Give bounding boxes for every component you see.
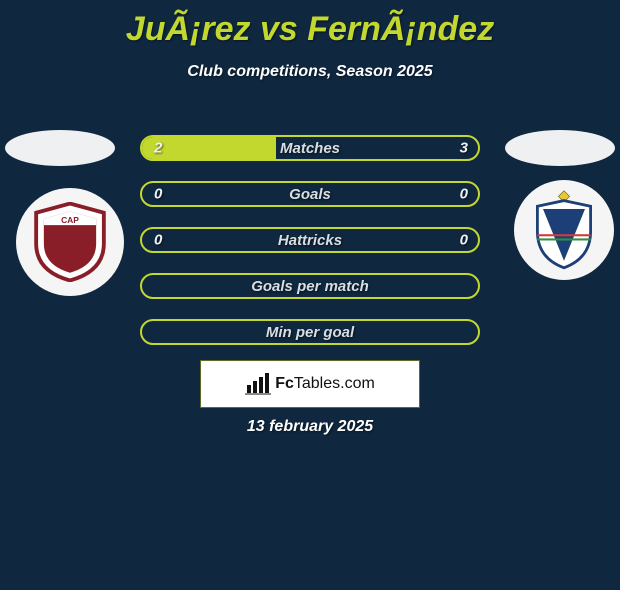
stat-bar-min-per-goal: Min per goal	[140, 319, 480, 345]
page-title: JuÃ¡rez vs FernÃ¡ndez	[0, 10, 620, 49]
stat-left-value: 0	[154, 232, 162, 249]
logo-prefix: Fc	[275, 375, 294, 392]
logo-text: FcTables.com	[275, 375, 375, 393]
stat-left-value: 0	[154, 186, 162, 203]
stat-label: Goals per match	[251, 278, 369, 295]
stats-bars: 2 Matches 3 0 Goals 0 0 Hattricks 0 Goal…	[140, 135, 480, 365]
stat-right-value: 0	[460, 186, 468, 203]
stat-right-value: 0	[460, 232, 468, 249]
stat-label: Hattricks	[278, 232, 342, 249]
velez-shield-icon	[529, 190, 599, 270]
date-text: 13 february 2025	[0, 418, 620, 436]
stat-bar-hattricks: 0 Hattricks 0	[140, 227, 480, 253]
flag-right	[505, 130, 615, 166]
club-badge-left: CAP	[16, 188, 124, 296]
flag-left	[5, 130, 115, 166]
stat-bar-matches: 2 Matches 3	[140, 135, 480, 161]
stat-left-value: 2	[154, 140, 162, 157]
cap-shield-icon: CAP	[31, 202, 109, 282]
stat-bar-goals: 0 Goals 0	[140, 181, 480, 207]
subtitle: Club competitions, Season 2025	[0, 63, 620, 81]
club-badge-right	[514, 180, 614, 280]
stat-label: Goals	[289, 186, 331, 203]
stat-bar-goals-per-match: Goals per match	[140, 273, 480, 299]
bar-chart-icon	[245, 373, 271, 395]
stat-right-value: 3	[460, 140, 468, 157]
logo-dotcom: .com	[340, 375, 375, 392]
fctables-logo: FcTables.com	[200, 360, 420, 408]
stat-label: Matches	[280, 140, 340, 157]
svg-text:CAP: CAP	[61, 215, 79, 225]
stat-label: Min per goal	[266, 324, 354, 341]
logo-suffix: Tables	[294, 375, 340, 392]
